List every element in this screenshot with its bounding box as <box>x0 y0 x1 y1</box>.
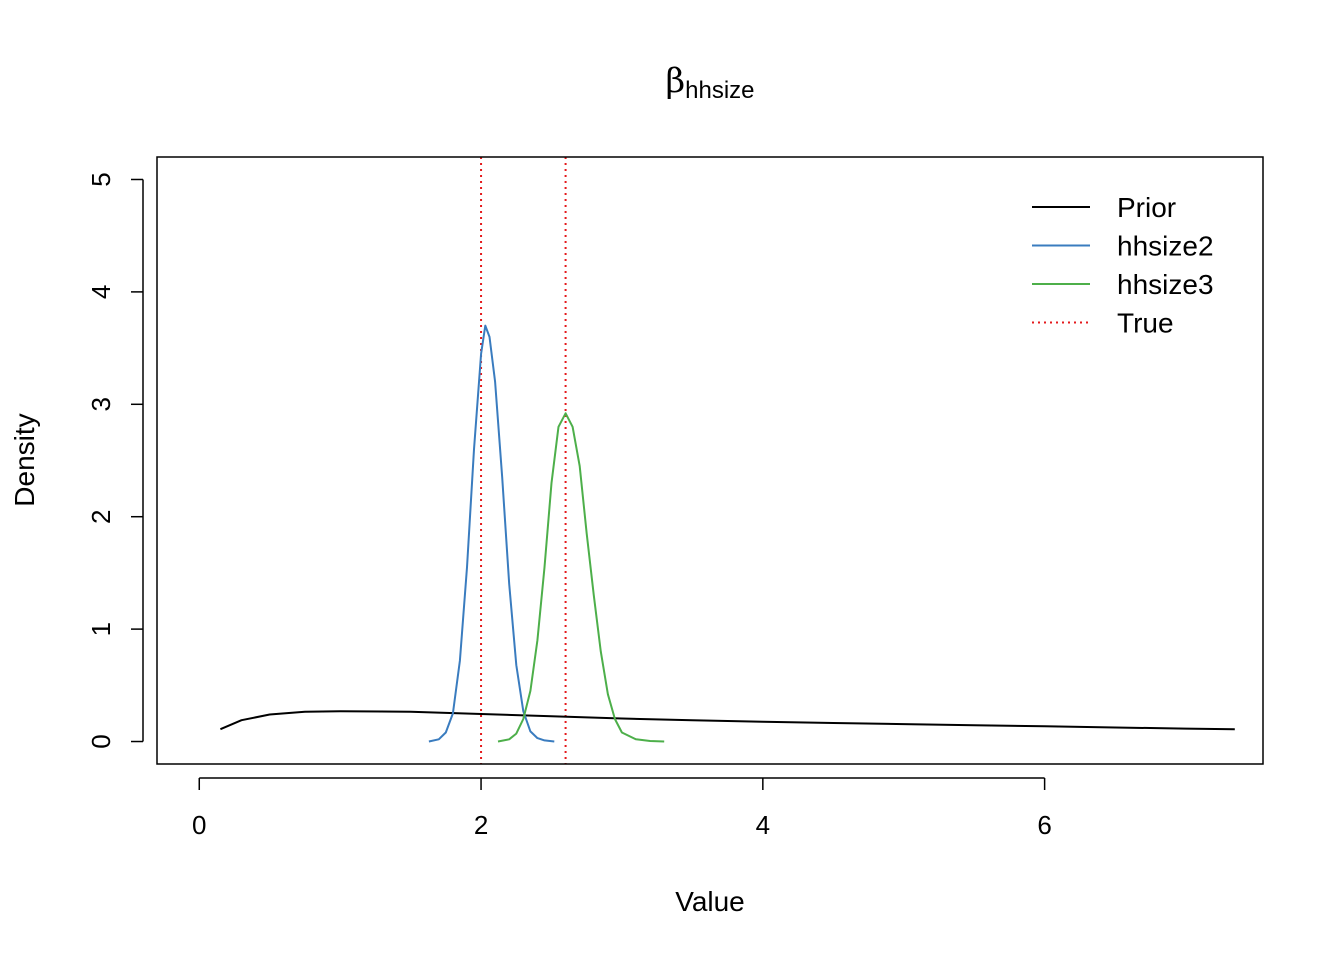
chart-title-subscript: hhsize <box>685 77 754 104</box>
y-tick-label: 1 <box>86 622 116 636</box>
y-axis-label: Density <box>9 413 40 506</box>
y-tick-label: 4 <box>86 285 116 299</box>
axes: 0 2 4 6 0 1 2 3 4 5 <box>86 172 1052 840</box>
y-tick-label: 3 <box>86 397 116 411</box>
series-lines <box>220 324 1235 743</box>
chart-title-symbol: β <box>665 61 685 101</box>
series-line-hhsize2 <box>428 324 555 743</box>
legend-label: True <box>1117 308 1174 339</box>
series-line-Prior <box>220 710 1235 731</box>
y-tick-label: 2 <box>86 509 116 523</box>
x-tick-label: 2 <box>474 810 488 840</box>
series-line-hhsize3 <box>497 412 665 743</box>
x-axis-label: Value <box>675 886 745 917</box>
x-tick-label: 6 <box>1037 810 1051 840</box>
reference-lines <box>480 157 567 764</box>
chart-title: βhhsize <box>665 61 754 104</box>
x-tick-label: 4 <box>756 810 770 840</box>
legend-label: hhsize3 <box>1117 269 1214 300</box>
plot-frame <box>156 156 1264 765</box>
y-tick-label: 5 <box>86 172 116 186</box>
y-tick-label: 0 <box>86 734 116 748</box>
legend-label: Prior <box>1117 192 1176 223</box>
legend: Prior hhsize2 hhsize3 True <box>1032 192 1214 339</box>
legend-label: hhsize2 <box>1117 231 1214 262</box>
x-tick-label: 0 <box>192 810 206 840</box>
